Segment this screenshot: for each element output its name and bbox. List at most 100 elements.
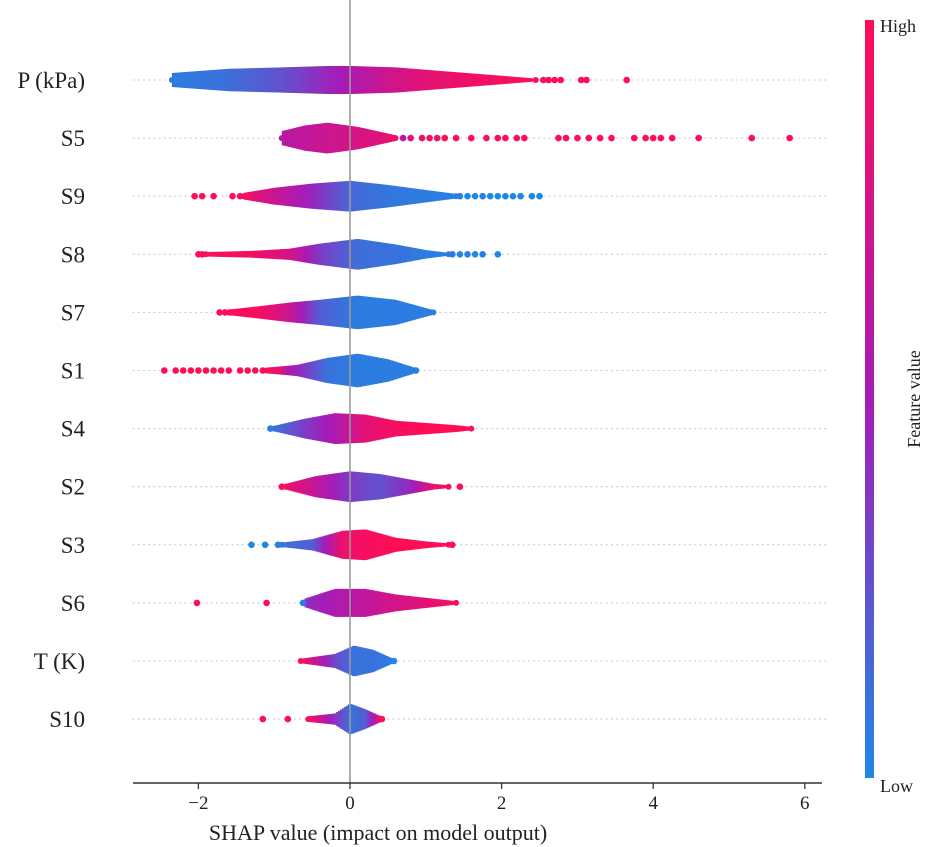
density-slice — [253, 250, 257, 258]
density-slice — [303, 66, 307, 94]
density-slice — [299, 126, 303, 150]
density-slice — [369, 711, 373, 727]
density-slice — [419, 306, 423, 319]
density-slice — [321, 475, 324, 499]
density-slice — [321, 123, 325, 153]
density-slice — [289, 128, 293, 148]
density-slice — [351, 126, 355, 150]
density-slice — [322, 592, 326, 614]
density-slice — [384, 243, 388, 266]
density-slice — [260, 305, 264, 319]
density-slice — [392, 244, 396, 265]
feature-label: S4 — [61, 417, 86, 442]
density-slice — [364, 588, 367, 617]
density-slice — [304, 418, 307, 439]
density-slice — [367, 472, 370, 501]
density-slice — [347, 471, 350, 502]
feature-row: S5 — [61, 122, 827, 154]
density-slice — [320, 593, 324, 613]
density-slice — [340, 709, 343, 729]
density-slice — [513, 76, 517, 84]
density-slice — [369, 297, 373, 328]
data-point — [585, 134, 593, 142]
density-slice — [285, 248, 289, 260]
density-slice — [379, 653, 383, 669]
density-slice — [307, 184, 310, 209]
density-slice — [440, 542, 444, 547]
density-slice — [286, 422, 289, 435]
data-point — [418, 134, 426, 142]
density-slice — [414, 480, 418, 493]
density-slice — [369, 66, 373, 94]
density-slice — [360, 354, 364, 387]
density-slice — [337, 66, 341, 94]
density-slice — [286, 365, 290, 376]
density-slice — [331, 413, 335, 444]
density-slice — [389, 134, 393, 143]
feature-row: S9 — [61, 180, 827, 212]
density-slice — [336, 356, 340, 385]
feature-rows: P (kPa) S5 S9 S8 S7 S1 S4 S2 S3 S6 T (K) S10 — [17, 66, 827, 735]
density-slice — [463, 426, 466, 432]
density-slice — [312, 300, 315, 325]
density-slice — [252, 306, 256, 318]
density-slice — [335, 241, 338, 268]
density-slice — [405, 302, 409, 322]
density-slice — [304, 658, 308, 664]
colorbar-bar — [865, 20, 874, 778]
data-point — [471, 192, 479, 200]
density-slice — [309, 66, 313, 94]
density-slice — [402, 364, 406, 377]
density-slice — [387, 133, 391, 143]
density-slice — [390, 185, 394, 207]
density-slice — [359, 239, 362, 270]
density-slice — [309, 183, 312, 209]
density-slice — [373, 297, 377, 328]
data-point — [748, 134, 756, 142]
data-point — [562, 134, 570, 142]
density-slice — [235, 251, 239, 258]
density-slice — [430, 250, 434, 258]
density-slice — [406, 539, 410, 551]
density-slice — [297, 480, 301, 493]
density-slice — [356, 353, 360, 388]
density-slice — [280, 366, 284, 375]
density-slice — [335, 66, 339, 94]
density-slice — [374, 590, 377, 616]
density-slice — [335, 413, 339, 444]
density-slice — [232, 309, 236, 316]
data-point — [532, 77, 539, 83]
density-slice — [247, 68, 251, 92]
density-slice — [414, 188, 418, 204]
density-slice — [375, 532, 378, 558]
density-slice — [386, 184, 390, 208]
density-slice — [404, 595, 407, 611]
density-slice — [275, 187, 279, 205]
feature-label: S2 — [61, 475, 85, 500]
density-slice — [379, 298, 383, 327]
density-slice — [378, 242, 382, 267]
density-slice — [340, 355, 344, 386]
density-slice — [343, 240, 346, 269]
density-slice — [396, 477, 400, 497]
density-slice — [283, 67, 287, 93]
density-slice — [261, 189, 265, 203]
density-slice — [291, 248, 295, 261]
density-slice — [527, 78, 531, 82]
density-slice — [357, 529, 360, 560]
density-slice — [421, 422, 425, 435]
density-slice — [290, 421, 293, 436]
density-slice — [396, 594, 399, 612]
density-slice — [345, 471, 348, 502]
density-slice — [521, 77, 525, 83]
density-slice — [307, 539, 311, 551]
density-slice — [179, 72, 183, 88]
density-slice — [185, 71, 189, 89]
density-slice — [356, 706, 359, 732]
density-slice — [426, 541, 430, 548]
density-slice — [406, 246, 410, 262]
density-slice — [354, 353, 358, 388]
density-slice — [318, 359, 322, 382]
density-slice — [366, 355, 370, 386]
density-slice — [211, 251, 215, 257]
